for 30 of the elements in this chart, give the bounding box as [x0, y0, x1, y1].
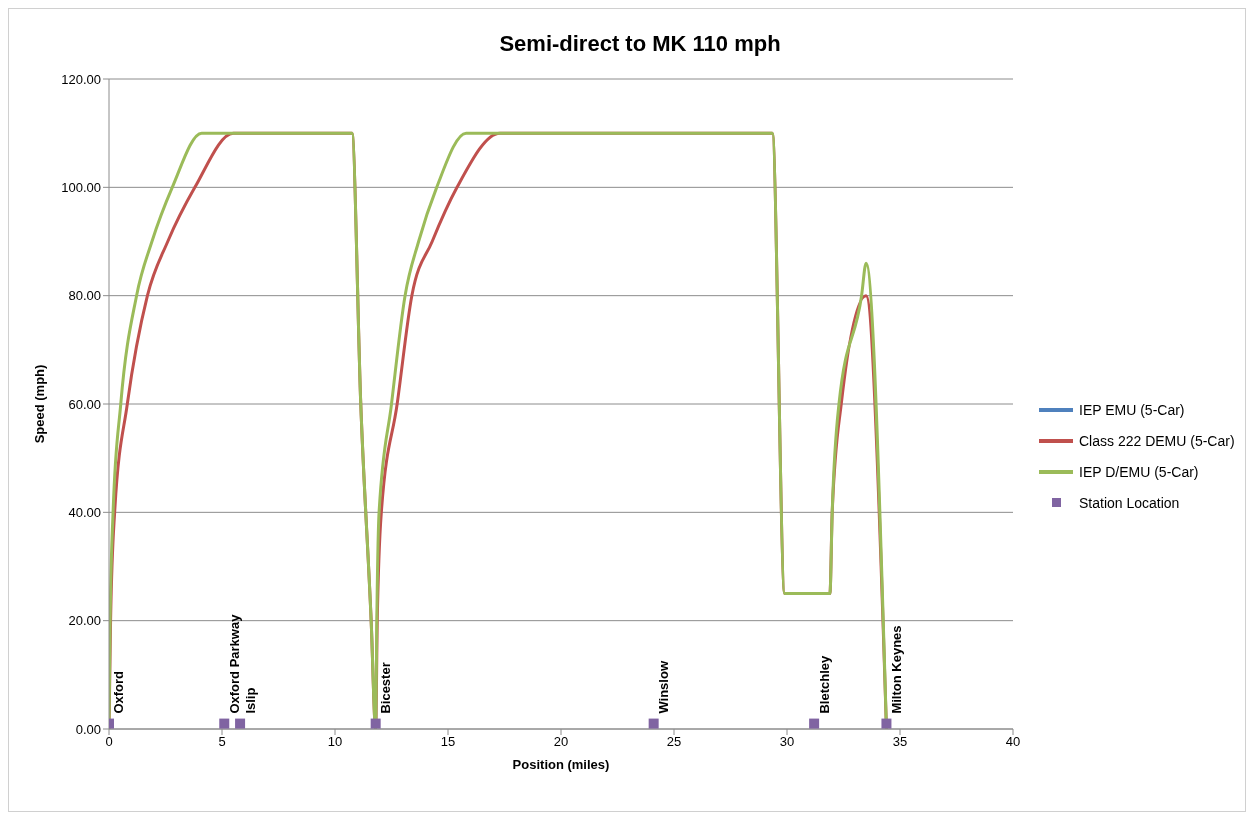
x-tick-label: 5: [218, 734, 226, 750]
x-tick-label: 15: [440, 734, 456, 750]
y-tick-label: 60.00: [68, 396, 101, 412]
x-axis-title: Position (miles): [512, 757, 610, 772]
y-tick-label: 40.00: [68, 504, 101, 520]
legend-label: Class 222 DEMU (5-Car): [1079, 432, 1235, 449]
x-tick-label: 25: [666, 734, 682, 750]
annotation: Bletchley: [816, 655, 832, 714]
x-tick-label: 40: [1005, 734, 1021, 750]
legend-label: Station Location: [1079, 494, 1180, 511]
y-tick-label: 100.00: [61, 179, 101, 195]
legend-label: IEP D/EMU (5-Car): [1079, 463, 1199, 480]
annotation: Oxford: [111, 670, 127, 714]
annotation: Islip: [242, 687, 258, 714]
y-tick-label: 120.00: [61, 71, 101, 87]
annotation: Oxford Parkway: [226, 613, 242, 714]
x-tick-label: 35: [892, 734, 908, 750]
annotation: Winslow: [656, 660, 672, 714]
y-tick-label: 80.00: [68, 288, 101, 304]
y-axis-title: Speed (mph): [31, 364, 47, 444]
annotation: Milton Keynes: [888, 625, 904, 714]
chart-title: Semi-direct to MK 110 mph: [498, 31, 782, 57]
y-tick-label: 20.00: [68, 613, 101, 629]
x-tick-label: 10: [327, 734, 343, 750]
annotation: Bicester: [378, 662, 394, 714]
y-tick-label: 0.00: [75, 721, 101, 737]
legend-label: IEP EMU (5-Car): [1079, 401, 1185, 418]
x-tick-label: 30: [779, 734, 795, 750]
x-tick-label: 0: [105, 734, 113, 750]
x-tick-label: 20: [553, 734, 569, 750]
